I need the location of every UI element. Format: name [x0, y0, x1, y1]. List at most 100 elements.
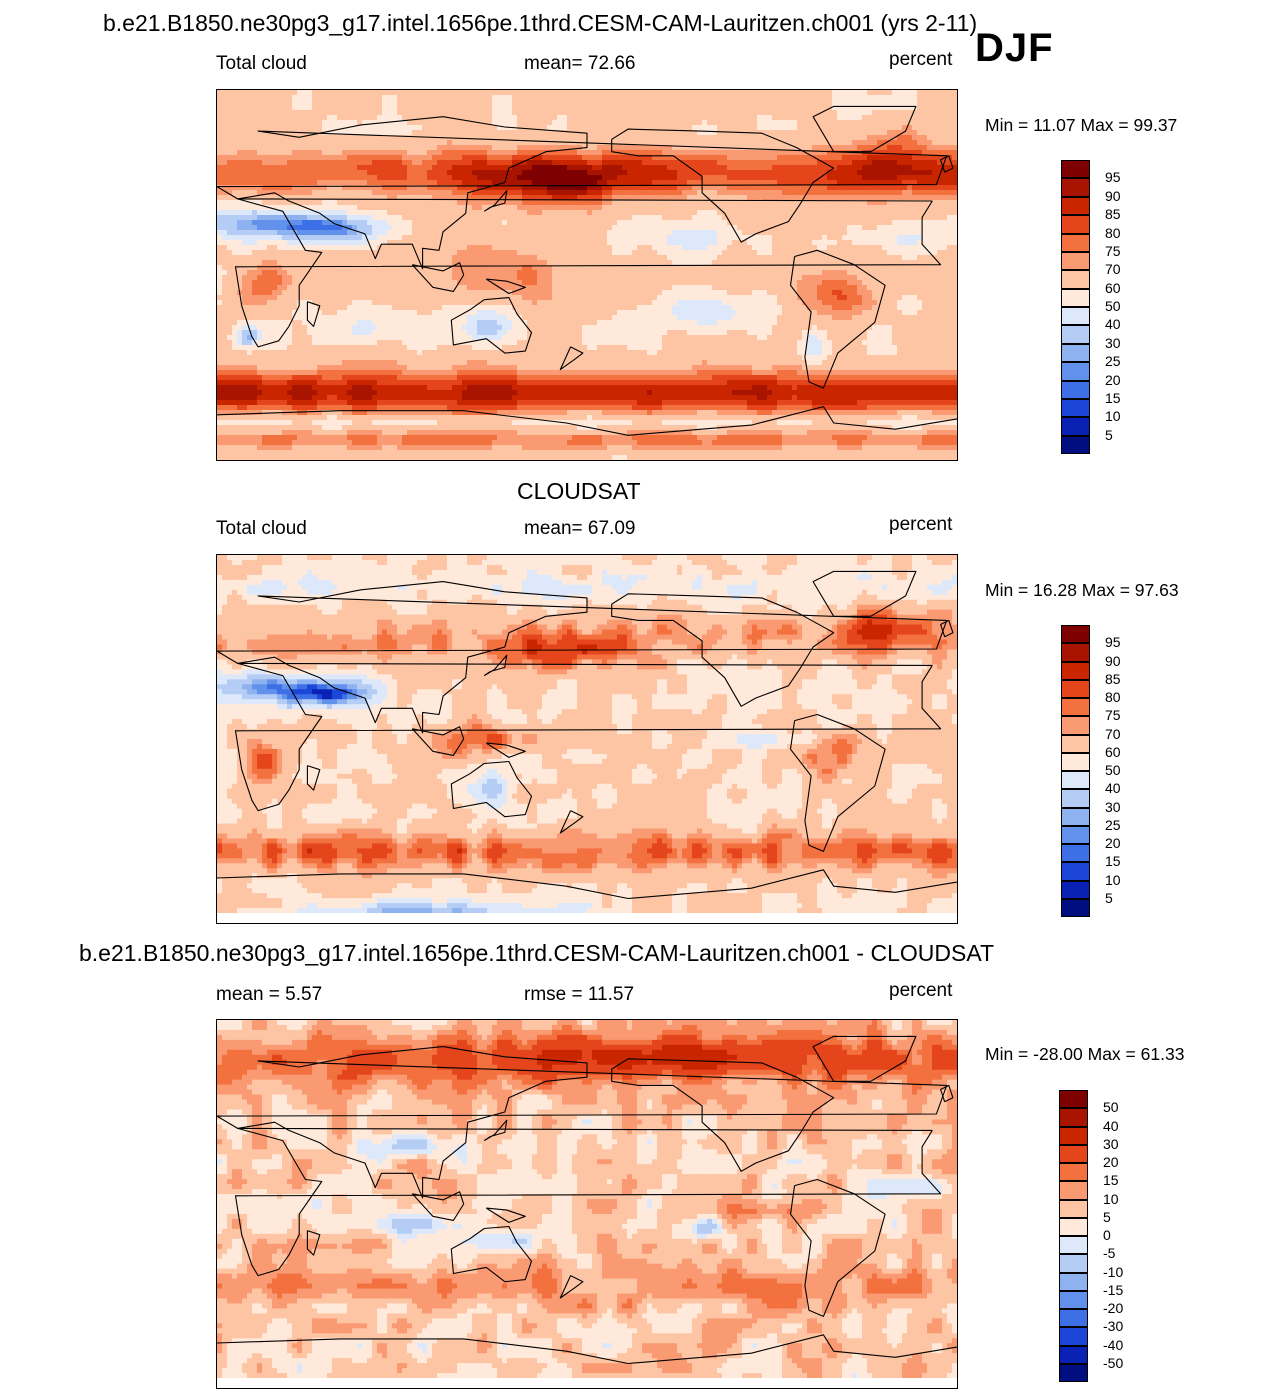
heatmap-cell	[437, 140, 443, 146]
heatmap-cell	[732, 140, 738, 146]
heatmap-cell	[297, 110, 303, 116]
heatmap-cell	[507, 185, 513, 191]
heatmap-cell	[632, 145, 638, 151]
heatmap-cell	[607, 250, 613, 256]
heatmap-cell	[917, 90, 923, 96]
heatmap-cell	[322, 90, 328, 96]
heatmap-cell	[622, 210, 628, 216]
heatmap-cell	[662, 105, 668, 111]
heatmap-cell	[827, 140, 833, 146]
heatmap-cell	[897, 220, 903, 226]
heatmap-cell	[317, 205, 323, 211]
heatmap-cell	[672, 145, 678, 151]
heatmap-cell	[312, 160, 318, 166]
heatmap-cell	[502, 225, 508, 231]
heatmap-cell	[277, 160, 283, 166]
heatmap-cell	[487, 140, 493, 146]
heatmap-cell	[272, 175, 278, 181]
heatmap-cell	[467, 100, 473, 106]
heatmap-cell	[342, 235, 348, 241]
heatmap-cell	[672, 255, 678, 261]
heatmap-cell	[247, 150, 253, 156]
heatmap-cell	[552, 155, 558, 161]
heatmap-cell	[747, 180, 753, 186]
heatmap-cell	[812, 200, 818, 206]
heatmap-cell	[657, 125, 663, 131]
heatmap-cell	[607, 180, 613, 186]
heatmap-cell	[277, 230, 283, 236]
heatmap-cell	[277, 210, 283, 216]
heatmap-cell	[362, 195, 368, 201]
heatmap-cell	[782, 240, 788, 246]
heatmap-cell	[287, 225, 293, 231]
heatmap-cell	[682, 225, 688, 231]
heatmap-cell	[377, 205, 383, 211]
heatmap-cell	[897, 195, 903, 201]
heatmap-cell	[797, 175, 803, 181]
heatmap-cell	[387, 225, 393, 231]
heatmap-cell	[397, 225, 403, 231]
heatmap-cell	[882, 135, 888, 141]
heatmap-cell	[402, 110, 408, 116]
heatmap-cell	[837, 115, 843, 121]
heatmap-cell	[597, 195, 603, 201]
heatmap-cell	[222, 175, 228, 181]
heatmap-cell	[387, 185, 393, 191]
heatmap-cell	[692, 115, 698, 121]
heatmap-cell	[227, 135, 233, 141]
heatmap-cell	[592, 145, 598, 151]
heatmap-cell	[692, 155, 698, 161]
heatmap-cell	[527, 250, 533, 256]
heatmap-cell	[872, 225, 878, 231]
heatmap-cell	[657, 135, 663, 141]
heatmap-cell	[757, 185, 763, 191]
heatmap-cell	[532, 180, 538, 186]
heatmap-cell	[462, 125, 468, 131]
heatmap-cell	[952, 250, 957, 256]
heatmap-cell	[457, 235, 463, 241]
heatmap-cell	[897, 240, 903, 246]
heatmap-cell	[522, 135, 528, 141]
heatmap-cell	[617, 135, 623, 141]
heatmap-cell	[257, 135, 263, 141]
heatmap-cell	[837, 165, 843, 171]
heatmap-cell	[602, 195, 608, 201]
heatmap-cell	[602, 165, 608, 171]
heatmap-cell	[887, 220, 893, 226]
heatmap-cell	[952, 115, 957, 121]
heatmap-cell	[527, 105, 533, 111]
heatmap-cell	[352, 145, 358, 151]
heatmap-cell	[887, 160, 893, 166]
heatmap-cell	[377, 110, 383, 116]
heatmap-cell	[707, 200, 713, 206]
heatmap-cell	[932, 210, 938, 216]
heatmap-cell	[572, 215, 578, 221]
heatmap-cell	[557, 140, 563, 146]
heatmap-cell	[567, 125, 573, 131]
heatmap-cell	[332, 155, 338, 161]
heatmap-cell	[422, 95, 428, 101]
heatmap-cell	[622, 195, 628, 201]
heatmap-cell	[537, 90, 543, 96]
heatmap-cell	[712, 200, 718, 206]
heatmap-cell	[912, 180, 918, 186]
heatmap-cell	[622, 170, 628, 176]
heatmap-cell	[892, 155, 898, 161]
heatmap-cell	[667, 135, 673, 141]
heatmap-cell	[707, 120, 713, 126]
heatmap-cell	[352, 125, 358, 131]
heatmap-cell	[502, 235, 508, 241]
heatmap-cell	[827, 250, 833, 256]
heatmap-cell	[542, 105, 548, 111]
heatmap-cell	[487, 90, 493, 96]
heatmap-cell	[582, 230, 588, 236]
heatmap-cell	[727, 195, 733, 201]
heatmap-cell	[777, 175, 783, 181]
heatmap-cell	[842, 90, 848, 96]
heatmap-cell	[662, 100, 668, 106]
heatmap-cell	[757, 210, 763, 216]
heatmap-cell	[797, 205, 803, 211]
heatmap-cell	[332, 105, 338, 111]
heatmap-cell	[322, 170, 328, 176]
heatmap-cell	[667, 250, 673, 256]
